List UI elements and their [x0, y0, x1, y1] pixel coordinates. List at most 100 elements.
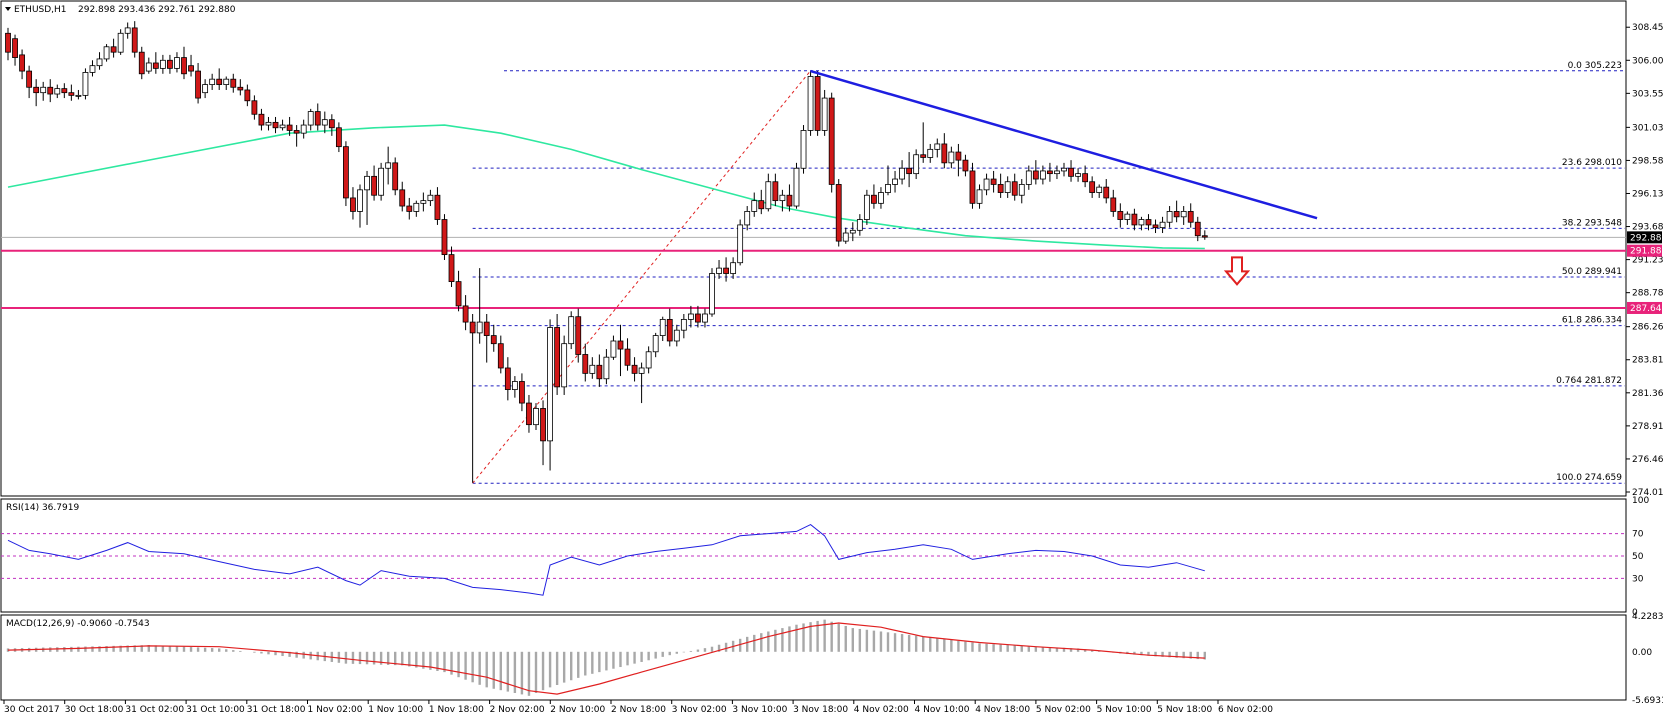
- time-axis-label: 1 Nov 18:00: [429, 705, 484, 715]
- moving-average-line: [7, 124, 1205, 250]
- rsi-axis-label: 50: [1632, 552, 1644, 562]
- candle: [1152, 224, 1159, 229]
- price-tag-label: 292.880: [1630, 233, 1663, 243]
- candle: [1096, 186, 1103, 193]
- candle: [1131, 213, 1138, 226]
- price-axis-label: 293.680: [1632, 223, 1663, 233]
- candle: [26, 70, 33, 88]
- candle: [307, 111, 314, 126]
- candle: [1004, 181, 1011, 193]
- candle: [849, 229, 856, 234]
- candle: [328, 119, 335, 129]
- candle: [540, 408, 546, 442]
- candle: [765, 181, 772, 210]
- candle: [828, 97, 835, 185]
- candle: [1082, 173, 1089, 183]
- candle: [314, 111, 321, 126]
- time-axis-label: 5 Nov 10:00: [1097, 705, 1152, 715]
- candle: [230, 78, 237, 88]
- candle: [371, 175, 377, 196]
- candle: [350, 197, 356, 212]
- candle: [279, 124, 286, 129]
- candle: [814, 76, 821, 131]
- candle: [293, 130, 300, 134]
- candle: [920, 154, 927, 158]
- candle: [61, 88, 68, 94]
- candle: [878, 192, 884, 204]
- candle: [582, 354, 589, 374]
- candle: [547, 327, 553, 442]
- candle: [364, 175, 370, 191]
- candle: [504, 367, 511, 390]
- rsi-axis-label: 100: [1632, 496, 1649, 506]
- macd-axis-label: -5.6931: [1632, 696, 1663, 706]
- candle: [638, 367, 645, 374]
- price-axis-label: 278.910: [1632, 422, 1663, 432]
- fib-level-label: 100.0 274.659: [1556, 473, 1622, 483]
- candle: [223, 78, 230, 85]
- candle: [934, 143, 941, 150]
- rsi-line: [7, 524, 1205, 596]
- candle: [969, 170, 976, 204]
- candle: [167, 59, 173, 69]
- candle: [1145, 219, 1152, 226]
- candle: [652, 335, 659, 353]
- candle: [1018, 184, 1025, 196]
- macd-layer: [6, 619, 1207, 696]
- candle: [1039, 170, 1046, 180]
- candle: [1025, 170, 1032, 185]
- time-axis-label: 30 Oct 18:00: [65, 705, 124, 715]
- candle: [800, 130, 807, 169]
- candle: [631, 364, 638, 374]
- candle: [561, 343, 568, 388]
- candle: [33, 86, 40, 94]
- time-axis-label: 31 Oct 10:00: [186, 705, 245, 715]
- candle: [927, 148, 934, 158]
- price-axis-label: 306.000: [1632, 56, 1663, 66]
- candle: [399, 189, 406, 207]
- candle: [300, 124, 307, 134]
- chart-menu-triangle-icon[interactable]: [5, 7, 11, 11]
- candle: [1138, 219, 1145, 226]
- candle: [103, 46, 110, 60]
- candle: [716, 267, 722, 274]
- rsi-axis-label: 0: [1632, 608, 1638, 618]
- time-axis-label: 4 Nov 02:00: [854, 705, 909, 715]
- candle: [110, 46, 117, 53]
- candle: [610, 340, 617, 358]
- time-axis-label: 5 Nov 18:00: [1157, 705, 1212, 715]
- candle: [1047, 170, 1053, 175]
- candle: [687, 313, 694, 320]
- fib-level-label: 0.0 305.223: [1568, 61, 1622, 71]
- candle: [258, 113, 265, 126]
- candle: [1054, 170, 1060, 175]
- candle: [575, 316, 582, 355]
- candle: [497, 343, 504, 369]
- candle: [519, 381, 525, 404]
- price-axis-label: 288.780: [1632, 289, 1663, 299]
- time-axis-label: 1 Nov 02:00: [308, 705, 363, 715]
- candle: [202, 84, 209, 94]
- candle: [251, 100, 258, 115]
- candle: [624, 348, 631, 366]
- time-axis-label: 1 Nov 10:00: [368, 705, 423, 715]
- candle: [948, 151, 955, 164]
- price-axis-label: 303.550: [1632, 89, 1663, 99]
- price-tag-label: 291.889: [1630, 247, 1663, 257]
- candle: [702, 313, 708, 323]
- rsi-axis-label: 70: [1632, 530, 1644, 540]
- candle: [286, 124, 293, 131]
- macd-axis-label: 0.00: [1632, 648, 1652, 658]
- candle: [321, 119, 328, 126]
- candle: [124, 27, 131, 34]
- price-axis-label: 274.010: [1632, 488, 1663, 498]
- candle: [469, 321, 476, 334]
- time-axis-label: 2 Nov 10:00: [550, 705, 605, 715]
- candle: [420, 200, 427, 204]
- candle: [1068, 167, 1074, 177]
- candle: [1103, 186, 1110, 199]
- time-axis-label: 31 Oct 02:00: [125, 705, 184, 715]
- candle: [997, 184, 1004, 193]
- candle: [1089, 181, 1096, 193]
